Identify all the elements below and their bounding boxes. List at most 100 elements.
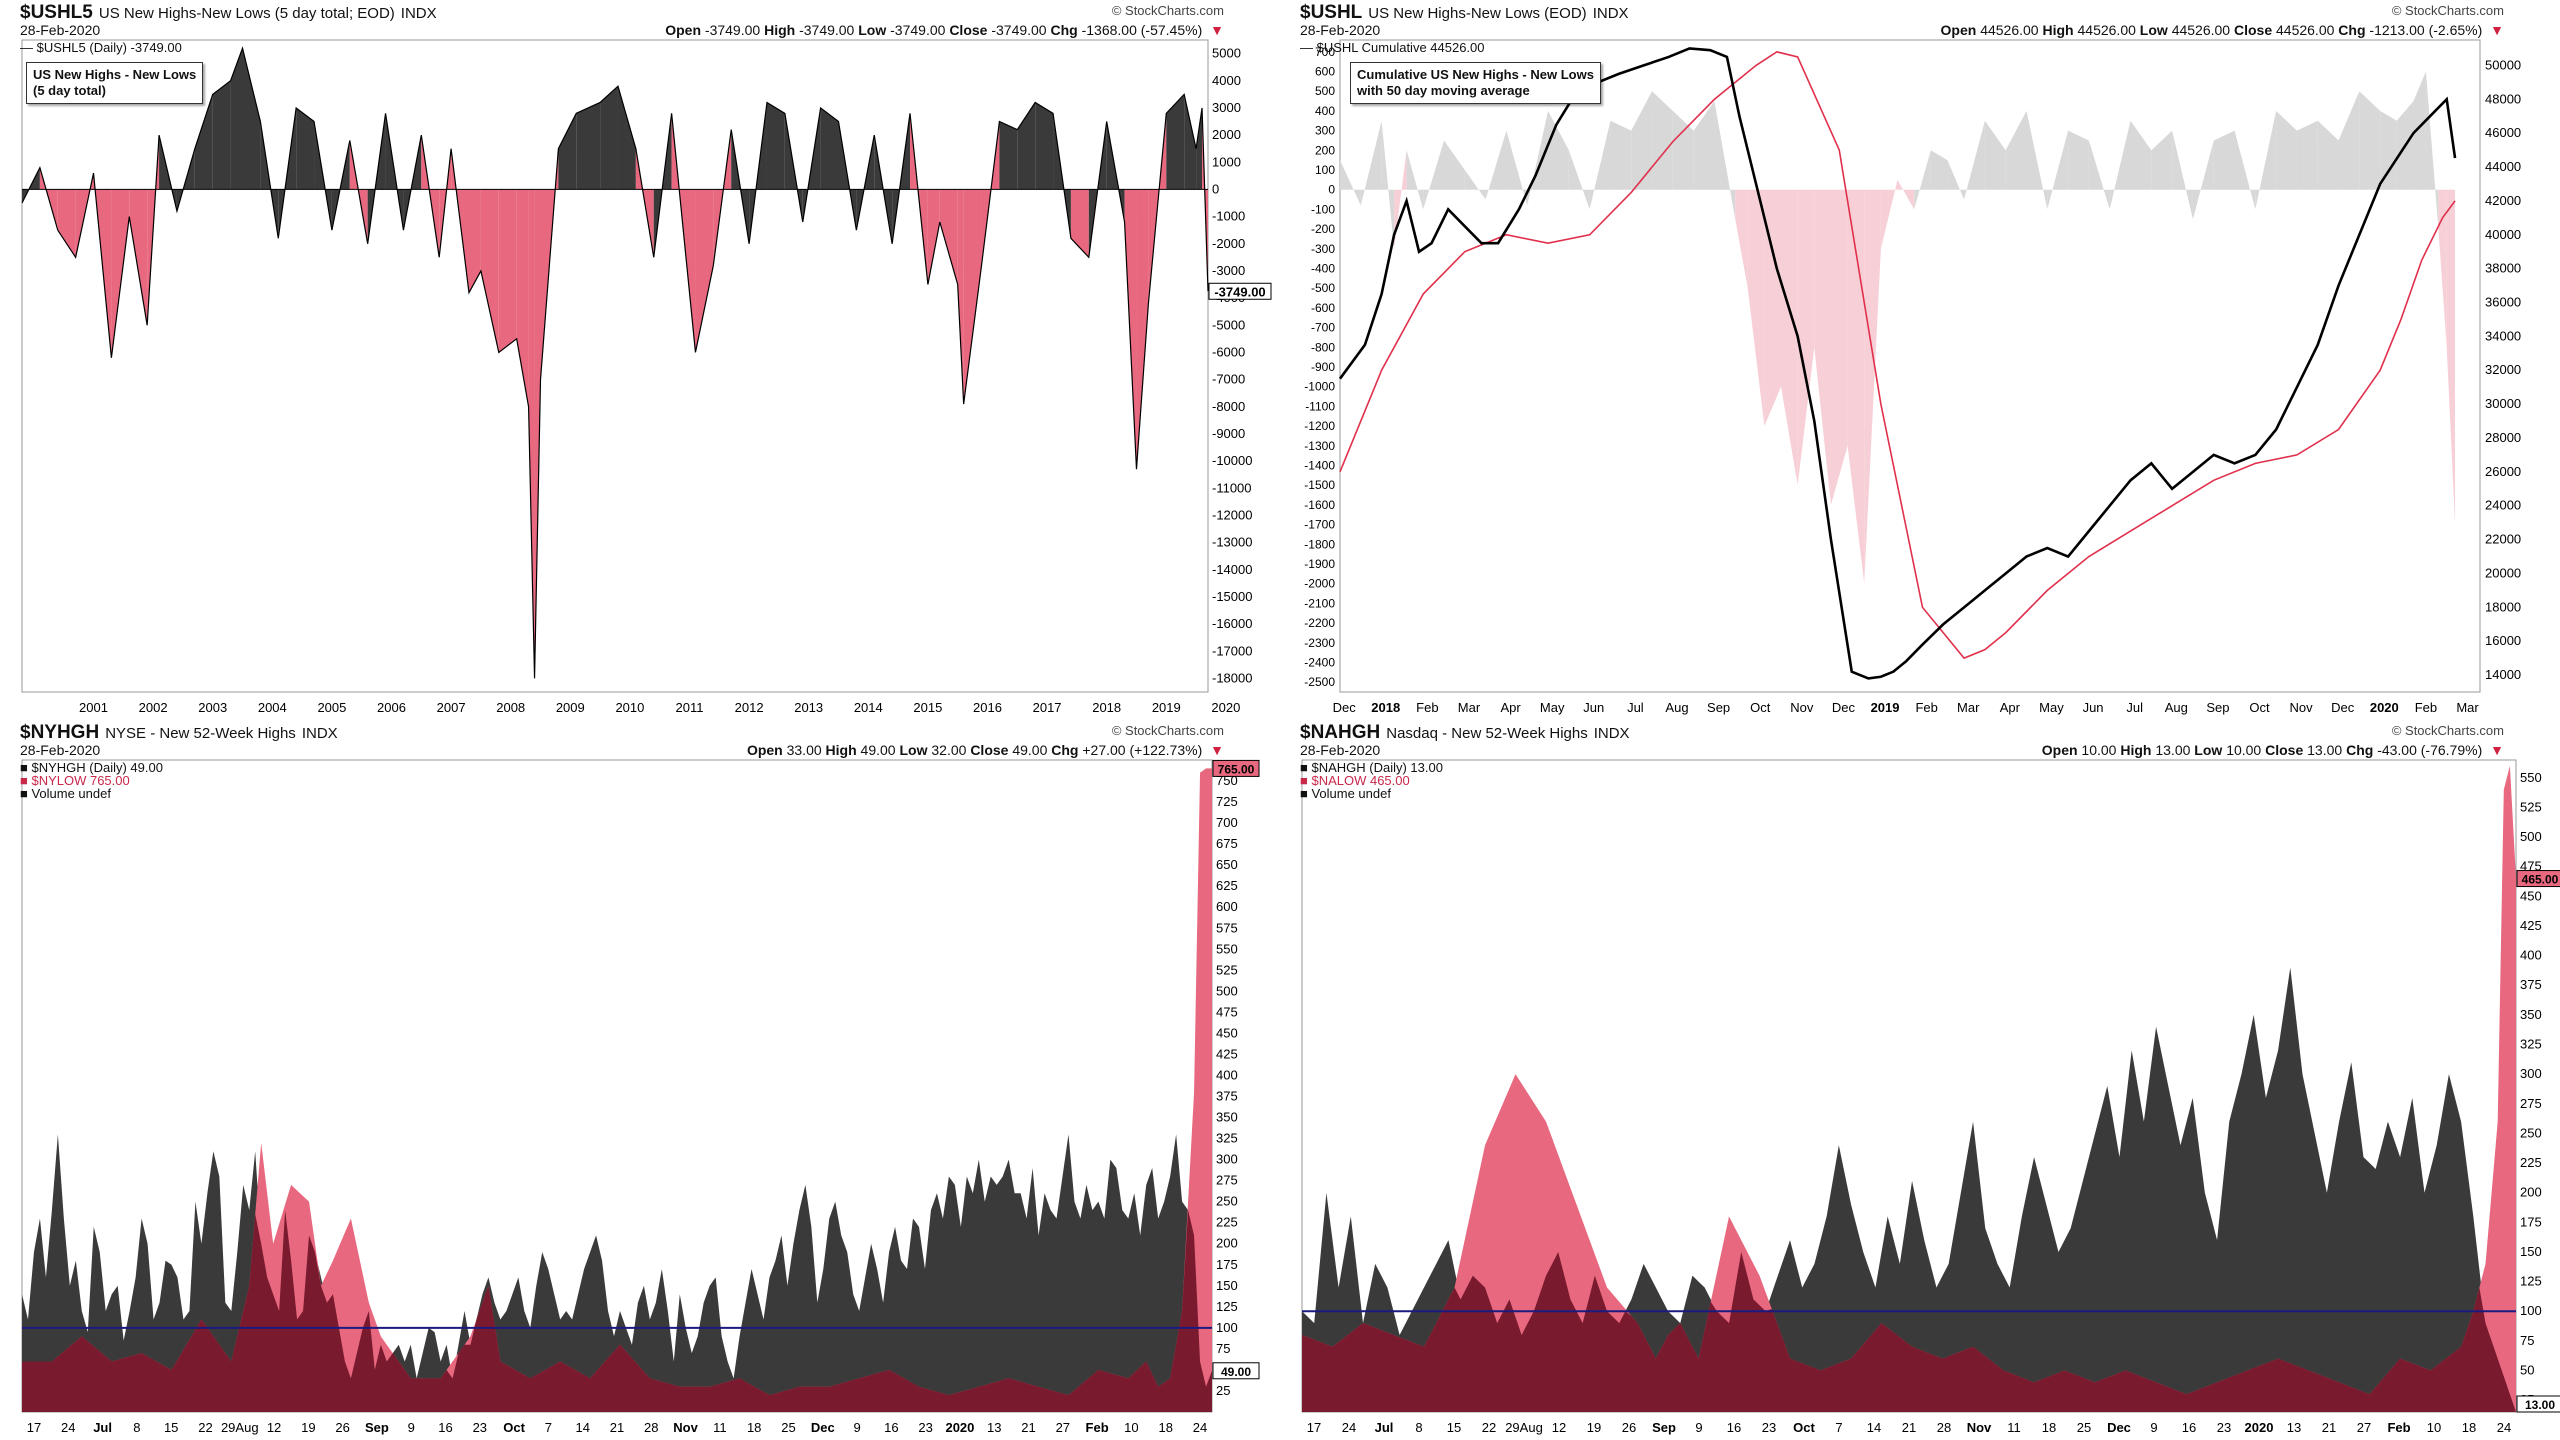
x-tick-label: 21: [610, 1420, 624, 1435]
y-tick-label: 5000: [1212, 46, 1241, 61]
ohlc-readout: Open 33.00 High 49.00 Low 32.00 Close 49…: [747, 742, 1224, 758]
daily-area-segment: [2130, 120, 2152, 190]
x-tick-label: 22: [198, 1420, 212, 1435]
area-segment: [480, 189, 499, 353]
last-value-label: 765.00: [1218, 762, 1255, 776]
x-tick-label: Mar: [1957, 700, 1980, 715]
y-tick-label-right: 44000: [2485, 159, 2521, 174]
ohlc-label-low: Low: [2139, 22, 2172, 38]
x-tick-label: Nov: [1967, 1420, 1992, 1435]
x-tick-label: 15: [164, 1420, 178, 1435]
y-tick-label: 575: [1216, 920, 1238, 935]
daily-area-segment: [1394, 150, 1407, 249]
panel-ushl5: 500040003000200010000-1000-2000-3000-400…: [0, 0, 1280, 720]
symbol: $NAHGH: [1300, 722, 1381, 743]
x-tick-label: 7: [1835, 1420, 1842, 1435]
ohlc-label-close: Close: [949, 22, 992, 38]
chart-date: 28-Feb-2020: [1300, 742, 1381, 758]
exchange: INDX: [1593, 725, 1630, 742]
daily-area-segment: [1568, 150, 1590, 210]
y-tick-label-left: -2200: [1304, 616, 1335, 630]
symbol: $USHL5: [20, 2, 93, 23]
x-tick-label: 19: [301, 1420, 315, 1435]
x-tick-label: Jul: [1627, 700, 1644, 715]
ohlc-label-close: Close: [970, 742, 1013, 758]
ohlc-high: 49.00: [860, 742, 896, 758]
last-value-box: [2516, 1395, 2560, 1413]
new-highs-area: [1302, 967, 2516, 1412]
x-tick-label: 23: [473, 1420, 487, 1435]
x-tick-label: 16: [438, 1420, 452, 1435]
y-tick-label: 325: [2520, 1037, 2542, 1052]
x-tick-label: Feb: [2415, 700, 2437, 715]
x-tick-label: 13: [987, 1420, 1001, 1435]
area-segment: [695, 189, 714, 353]
symbol: $USHL: [1300, 2, 1363, 23]
y-tick-label-left: -600: [1311, 301, 1335, 315]
ohlc-chg: -1213.00 (-2.65%): [2369, 22, 2483, 38]
ohlc-close: -3749.00: [991, 22, 1047, 38]
x-tick-label: 16: [884, 1420, 898, 1435]
x-tick-label: 24: [1193, 1420, 1207, 1435]
area-segment: [1184, 94, 1197, 190]
x-tick-label: Oct: [2249, 700, 2270, 715]
daily-area-segment: [1340, 160, 1361, 206]
panel-ushl: 700 600 500 400 300 200 100 0 -100 -200 -300 -400 -5…: [1280, 0, 2560, 720]
x-tick-label: Oct: [1793, 1420, 1815, 1435]
area-segment: [999, 121, 1018, 190]
y-tick-label-left: 300: [1315, 124, 1335, 138]
y-tick-label-left: -1800: [1304, 537, 1335, 551]
y-tick-label-left: -800: [1311, 340, 1335, 354]
x-tick-label: 2012: [735, 700, 764, 715]
y-tick-label: 4000: [1212, 73, 1241, 88]
x-tick-label: Dec: [1333, 700, 1357, 715]
annotation-line: US New Highs - New Lows: [33, 67, 197, 82]
x-tick-label: Feb: [2387, 1420, 2410, 1435]
y-tick-label-left: -700: [1311, 321, 1335, 335]
area-segment: [1070, 189, 1089, 258]
y-tick-label-left: -1100: [1305, 399, 1335, 413]
daily-area-segment: [1984, 120, 2006, 190]
x-tick-label: 26: [335, 1420, 349, 1435]
y-tick-label-right: 34000: [2485, 328, 2521, 343]
x-tick-label: 2001: [79, 700, 108, 715]
daily-area-segment: [1714, 101, 1736, 220]
x-tick-label: 2018: [1371, 700, 1400, 715]
moving-average-line: [1339, 50, 2456, 660]
daily-area-segment: [1735, 189, 1748, 289]
x-tick-label: 2019: [1152, 700, 1181, 715]
ohlc-low: 32.00: [931, 742, 967, 758]
daily-area-segment: [2109, 120, 2131, 210]
area-segment: [927, 189, 940, 285]
x-tick-label: Jun: [2083, 700, 2104, 715]
daily-area-segment: [1947, 160, 1965, 200]
panel-nyhgh: 750 725 700 675 650 625 600 575 550 525 500 475 450 4…: [0, 720, 1280, 1440]
last-value-box: [1208, 282, 1272, 300]
symbol-description: Nasdaq - New 52-Week Highs: [1386, 725, 1588, 742]
x-tick-label: Jul: [2126, 700, 2143, 715]
x-tick-label: Aug: [1665, 700, 1688, 715]
brand-watermark: © StockCharts.com: [2391, 3, 2504, 18]
x-tick-label: 2014: [854, 700, 883, 715]
y-tick-label: 3000: [1212, 100, 1241, 115]
y-tick-label: 50: [2520, 1363, 2534, 1378]
daily-area-segment: [2359, 91, 2381, 190]
ohlc-label-open: Open: [1940, 22, 1981, 38]
y-tick-label: -18000: [1212, 670, 1252, 685]
legend-entry: ■ Volume undef: [20, 786, 111, 801]
x-tick-label: Feb: [1416, 700, 1438, 715]
x-tick-label: 29Aug: [1505, 1420, 1543, 1435]
x-tick-label: 10: [2427, 1420, 2441, 1435]
area-segment: [242, 48, 261, 190]
x-tick-label: 28: [644, 1420, 658, 1435]
legend-entry: — $USHL Cumulative 44526.00: [1300, 40, 1485, 55]
x-tick-label: 16: [2182, 1420, 2196, 1435]
ohlc-chg: +27.00 (+122.73%): [1082, 742, 1203, 758]
ohlc-open: 33.00: [786, 742, 822, 758]
y-tick-label-left: -900: [1311, 360, 1335, 374]
y-tick-label-left: 500: [1315, 84, 1335, 98]
daily-area-segment: [1847, 189, 1865, 584]
symbol-description: US New Highs-New Lows (5 day total; EOD): [98, 5, 395, 22]
chart-nyhgh: 7507257006756506256005755505255004754504…: [21, 759, 1260, 1435]
exchange: INDX: [1592, 5, 1629, 22]
